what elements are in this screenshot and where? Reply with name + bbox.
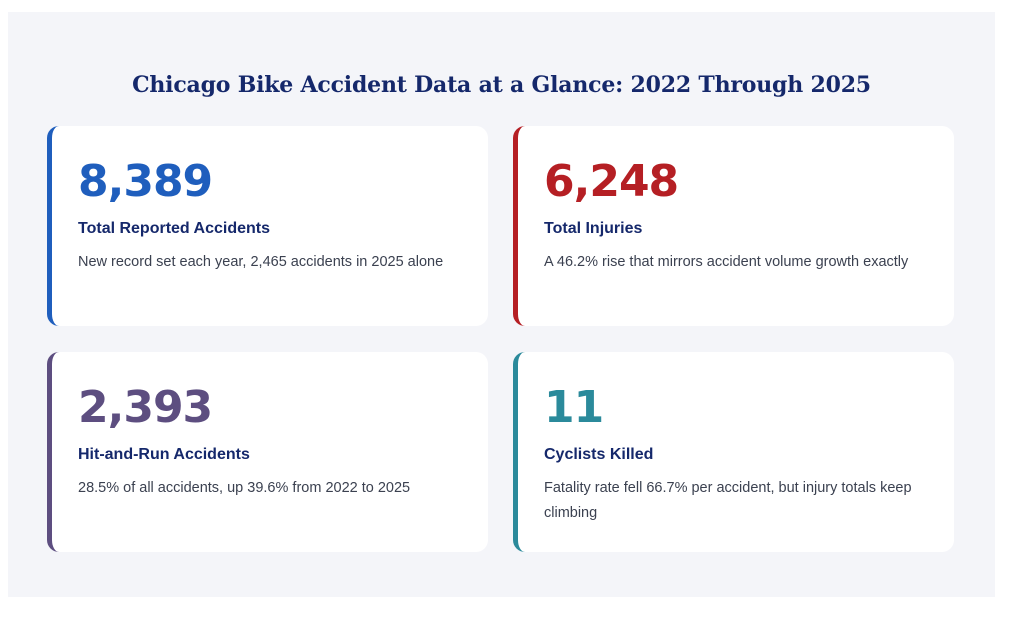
stat-description: A 46.2% rise that mirrors accident volum… [544, 254, 909, 270]
stat-card-total-injuries: 6,248 Total Injuries A 46.2% rise that m… [513, 126, 954, 326]
page-title: Chicago Bike Accident Data at a Glance: … [132, 72, 871, 98]
stat-card-cyclists-killed: 11 Cyclists Killed Fatality rate fell 66… [513, 352, 954, 552]
stat-description: Fatality rate fell 66.7% per accident, b… [544, 480, 912, 521]
stat-label: Total Reported Accidents [78, 220, 271, 237]
stat-label: Hit-and-Run Accidents [78, 446, 250, 463]
stats-panel: Chicago Bike Accident Data at a Glance: … [8, 12, 995, 597]
stat-value: 6,248 [544, 156, 679, 207]
stat-label: Cyclists Killed [544, 446, 654, 463]
stat-value: 2,393 [78, 382, 213, 433]
stat-description: New record set each year, 2,465 accident… [78, 254, 444, 270]
stat-card-hit-and-run: 2,393 Hit-and-Run Accidents 28.5% of all… [47, 352, 488, 552]
stat-value: 11 [544, 382, 604, 433]
stat-label: Total Injuries [544, 220, 643, 237]
stat-description: 28.5% of all accidents, up 39.6% from 20… [78, 480, 411, 496]
stat-value: 8,389 [78, 156, 213, 207]
stat-card-total-accidents: 8,389 Total Reported Accidents New recor… [47, 126, 488, 326]
